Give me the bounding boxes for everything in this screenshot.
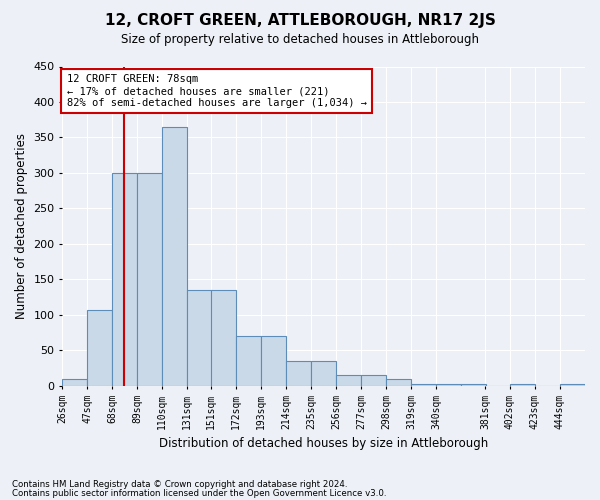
Bar xyxy=(286,361,311,386)
Bar xyxy=(62,378,88,386)
Bar xyxy=(336,375,361,386)
Bar xyxy=(411,384,436,386)
Bar xyxy=(88,310,112,386)
X-axis label: Distribution of detached houses by size in Attleborough: Distribution of detached houses by size … xyxy=(159,437,488,450)
Text: 12 CROFT GREEN: 78sqm
← 17% of detached houses are smaller (221)
82% of semi-det: 12 CROFT GREEN: 78sqm ← 17% of detached … xyxy=(67,74,367,108)
Text: 12, CROFT GREEN, ATTLEBOROUGH, NR17 2JS: 12, CROFT GREEN, ATTLEBOROUGH, NR17 2JS xyxy=(104,12,496,28)
Bar xyxy=(236,336,261,386)
Bar xyxy=(436,384,461,386)
Bar xyxy=(311,361,336,386)
Bar xyxy=(137,173,163,386)
Bar xyxy=(560,384,585,386)
Bar xyxy=(461,384,486,386)
Bar xyxy=(211,290,236,386)
Bar xyxy=(187,290,212,386)
Y-axis label: Number of detached properties: Number of detached properties xyxy=(15,133,28,319)
Text: Size of property relative to detached houses in Attleborough: Size of property relative to detached ho… xyxy=(121,32,479,46)
Text: Contains HM Land Registry data © Crown copyright and database right 2024.: Contains HM Land Registry data © Crown c… xyxy=(12,480,347,489)
Bar xyxy=(261,336,286,386)
Bar xyxy=(386,378,411,386)
Bar xyxy=(510,384,535,386)
Bar xyxy=(361,375,386,386)
Bar xyxy=(163,127,187,386)
Bar xyxy=(112,173,137,386)
Text: Contains public sector information licensed under the Open Government Licence v3: Contains public sector information licen… xyxy=(12,489,386,498)
